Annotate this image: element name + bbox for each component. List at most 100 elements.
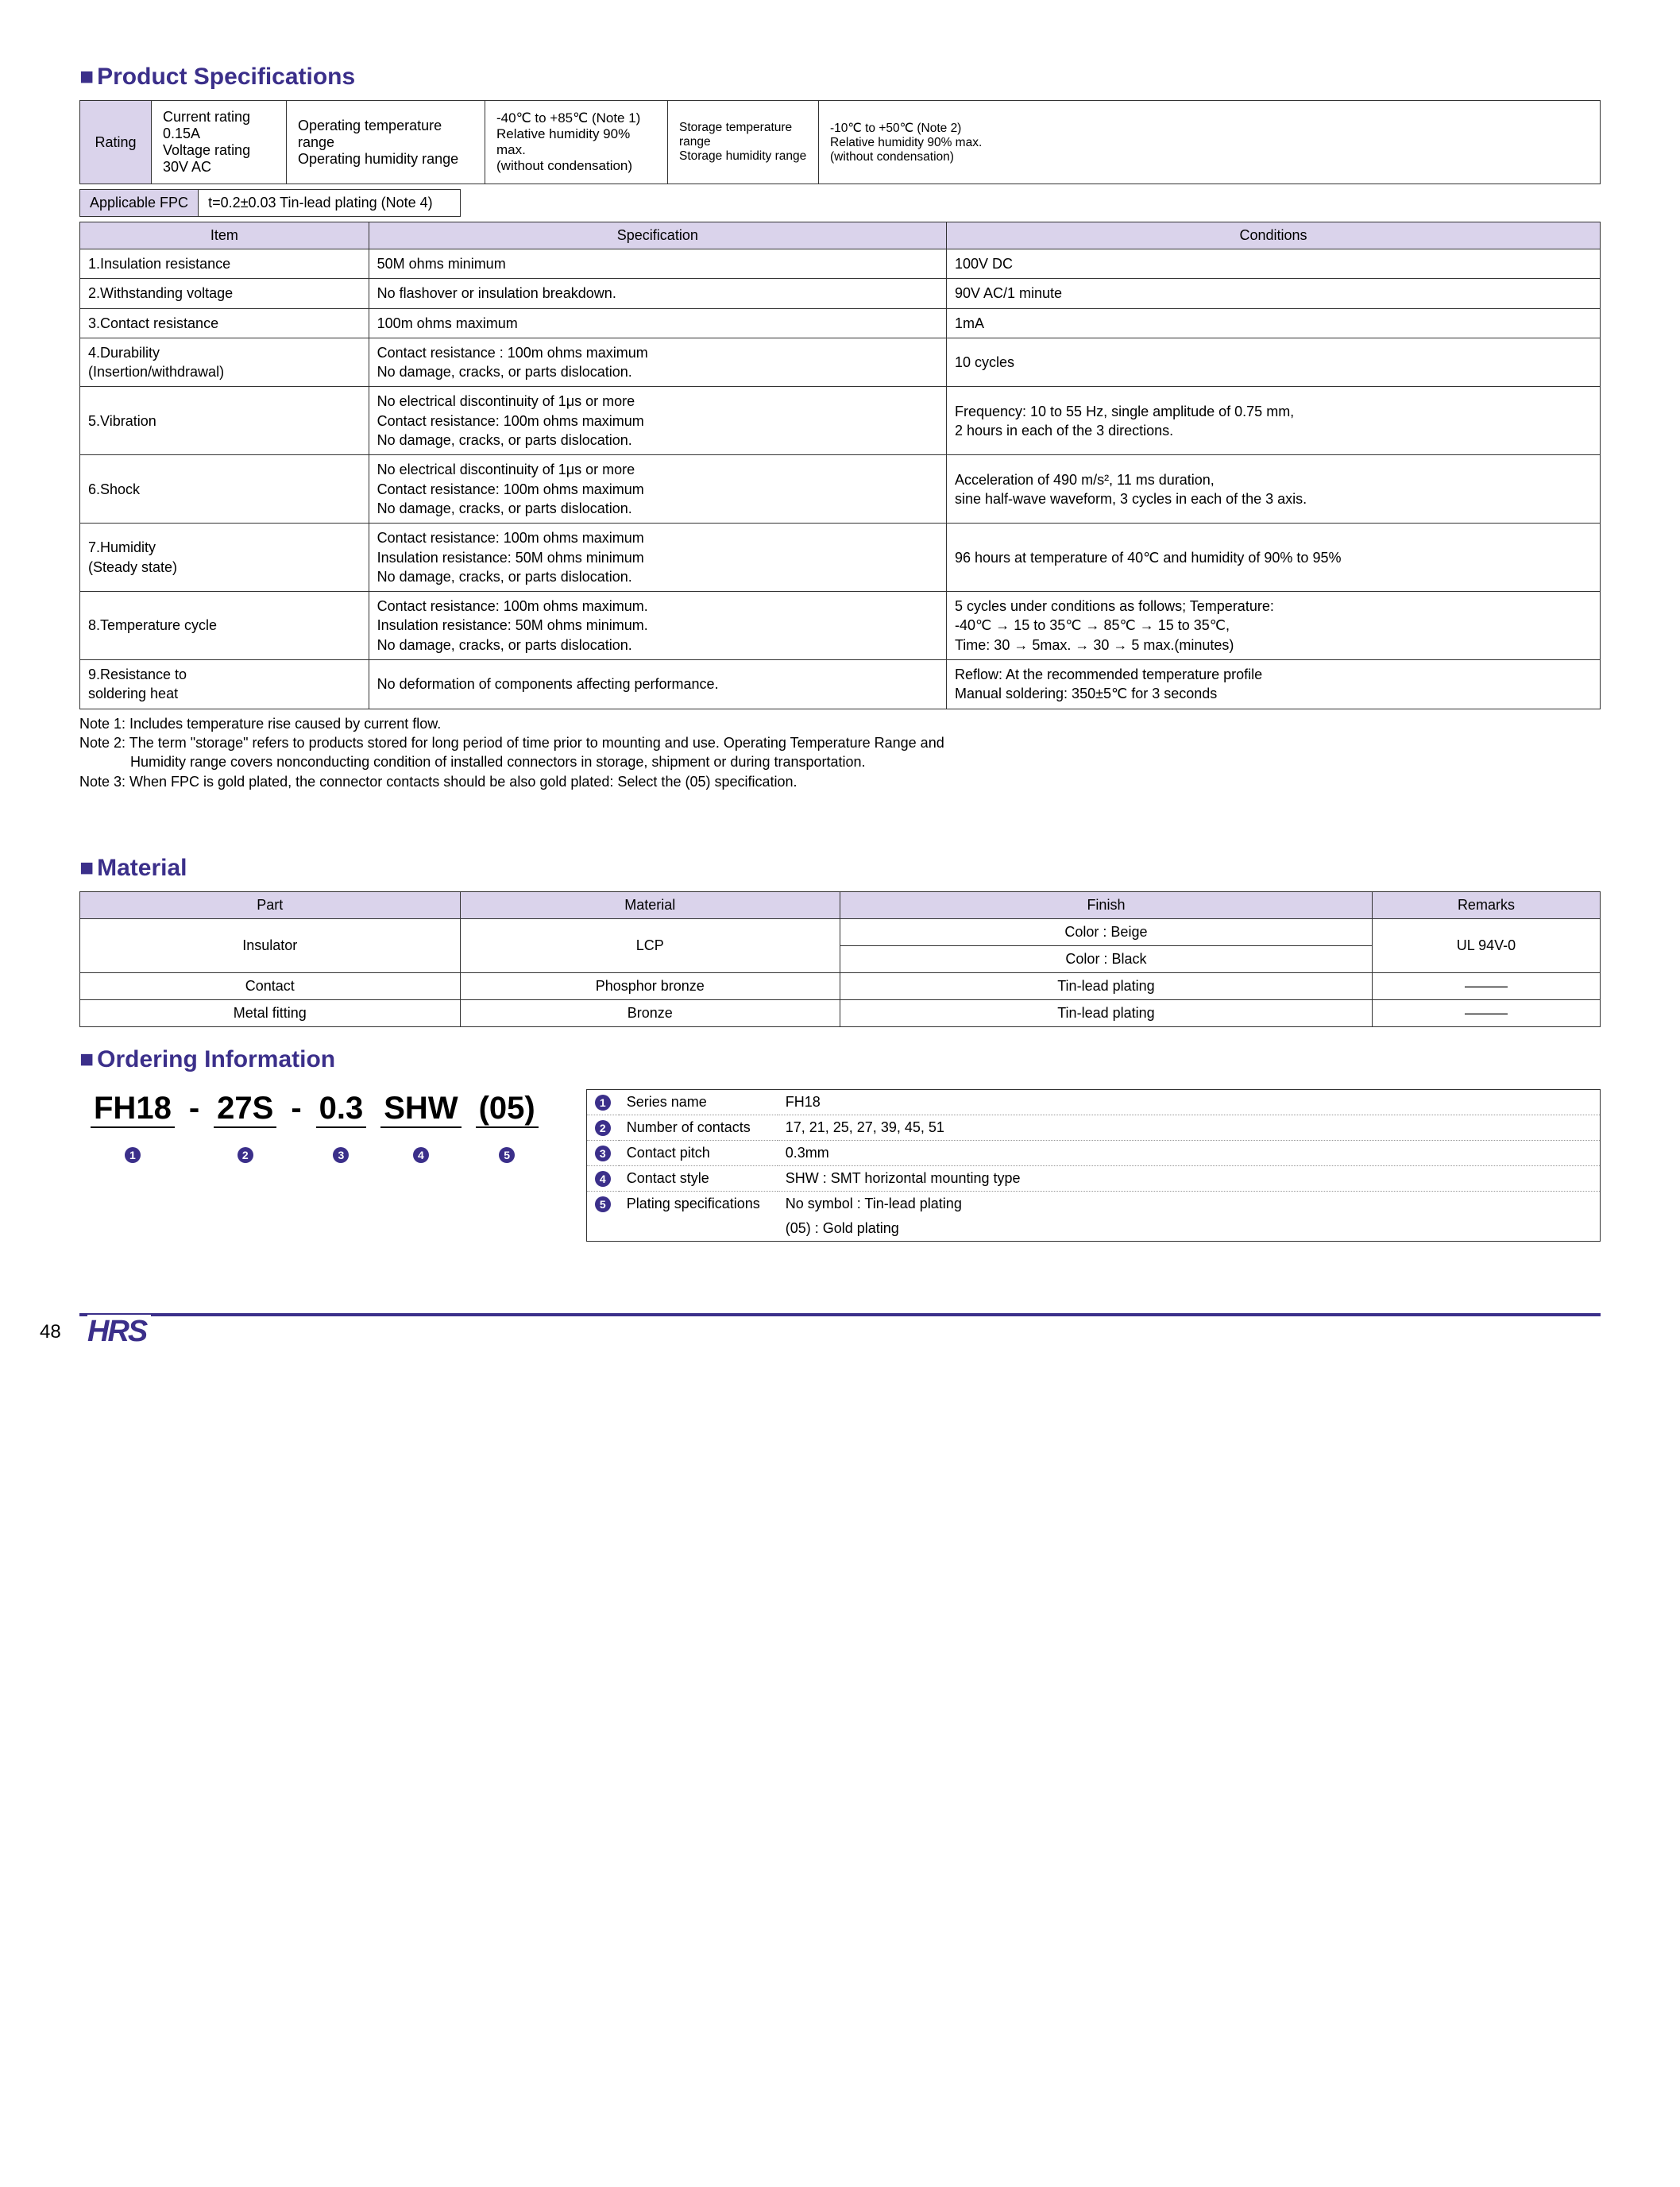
spec-spec: No electrical discontinuity of 1μs or mo…	[369, 455, 946, 524]
spec-cond: Acceleration of 490 m/s², 11 ms duration…	[946, 455, 1600, 524]
spec-cond: Frequency: 10 to 55 Hz, single amplitude…	[946, 387, 1600, 455]
spec-item: 4.Durability (Insertion/withdrawal)	[80, 338, 369, 387]
st-hum-val: Relative humidity 90% max. (without cond…	[830, 136, 1589, 164]
mat-th-part: Part	[80, 891, 461, 918]
pn-num-2: 2	[238, 1147, 253, 1163]
spec-cond: 5 cycles under conditions as follows; Te…	[946, 592, 1600, 660]
spec-spec: Contact resistance: 100m ohms maximum In…	[369, 524, 946, 592]
square-icon: ■	[79, 1046, 94, 1072]
spec-cond: 10 cycles	[946, 338, 1600, 387]
pn-num-3: 3	[333, 1147, 349, 1163]
mat-rem-0: UL 94V-0	[1372, 918, 1600, 972]
mat-mat-1: Phosphor bronze	[460, 972, 840, 999]
pn-p5: (05)	[476, 1089, 539, 1128]
circled-number-icon: 4	[595, 1171, 611, 1187]
spec-item: 9.Resistance to soldering heat	[80, 660, 369, 709]
rating-current: Current rating 0.15A	[163, 109, 275, 142]
spec-spec: No electrical discontinuity of 1μs or mo…	[369, 387, 946, 455]
notes-block: Note 1: Includes temperature rise caused…	[79, 714, 1601, 791]
legend-num: 3	[587, 1140, 619, 1165]
spec-item: 5.Vibration	[80, 387, 369, 455]
table-row: 4.Durability (Insertion/withdrawal)Conta…	[80, 338, 1601, 387]
legend-label: Contact pitch	[619, 1140, 778, 1165]
spec-spec: Contact resistance: 100m ohms maximum. I…	[369, 592, 946, 660]
legend-value: SHW : SMT horizontal mounting type	[778, 1165, 1600, 1191]
spec-item: 3.Contact resistance	[80, 308, 369, 338]
pn-seg-5: (05) 5	[476, 1089, 539, 1167]
st-temp-lbl: Storage temperature range	[679, 121, 807, 149]
spec-item: 1.Insulation resistance	[80, 249, 369, 279]
legend-row: 2Number of contacts17, 21, 25, 27, 39, 4…	[587, 1115, 1600, 1140]
table-row: Insulator LCP Color : Beige UL 94V-0	[80, 918, 1601, 945]
legend-label: Contact style	[619, 1165, 778, 1191]
page-number: 48	[40, 1321, 61, 1343]
rating-cv: Current rating 0.15A Voltage rating 30V …	[152, 101, 287, 184]
st-temp-val: -10℃ to +50℃ (Note 2)	[830, 121, 1589, 136]
table-row: Contact Phosphor bronze Tin-lead plating…	[80, 972, 1601, 999]
spec-cond: 96 hours at temperature of 40℃ and humid…	[946, 524, 1600, 592]
legend-num: 4	[587, 1165, 619, 1191]
table-row: 6.ShockNo electrical discontinuity of 1μ…	[80, 455, 1601, 524]
table-row: Metal fitting Bronze Tin-lead plating ——…	[80, 999, 1601, 1026]
pn-sep: -	[189, 1089, 199, 1126]
note1: Note 1: Includes temperature rise caused…	[79, 714, 1601, 733]
spec-item: 2.Withstanding voltage	[80, 279, 369, 308]
spec-cond: 1mA	[946, 308, 1600, 338]
mat-mat-0: LCP	[460, 918, 840, 972]
spec-table: Item Specification Conditions 1.Insulati…	[79, 222, 1601, 709]
section-title-spec: ■Product Specifications	[79, 64, 1601, 91]
legend-value: 17, 21, 25, 27, 39, 45, 51	[778, 1115, 1600, 1140]
ordering-row: FH18 1 - 27S 2 - 0.3 3 SHW 4 (05) 5 1Ser…	[79, 1089, 1601, 1242]
mat-th-material: Material	[460, 891, 840, 918]
pn-p1: FH18	[91, 1089, 175, 1128]
section-title-ordering: ■Ordering Information	[79, 1046, 1601, 1073]
logo: HRS	[87, 1315, 151, 1349]
table-row: 1.Insulation resistance50M ohms minimum1…	[80, 249, 1601, 279]
table-row: 7.Humidity (Steady state)Contact resista…	[80, 524, 1601, 592]
op-hum-val: Relative humidity 90% max. (without cond…	[496, 126, 656, 174]
mat-fin-0b: Color : Black	[840, 945, 1373, 972]
op-temp-lbl: Operating temperature range	[298, 118, 473, 151]
ordering-legend: 1Series nameFH182Number of contacts17, 2…	[586, 1089, 1601, 1242]
st-values: -10℃ to +50℃ (Note 2) Relative humidity …	[819, 101, 1601, 184]
st-hum-lbl: Storage humidity range	[679, 149, 807, 164]
mat-part-1: Contact	[80, 972, 461, 999]
legend-value: 0.3mm	[778, 1140, 1600, 1165]
fpc-table: Applicable FPC t=0.2±0.03 Tin-lead plati…	[79, 189, 461, 217]
spec-spec: 100m ohms maximum	[369, 308, 946, 338]
pn-p2: 27S	[214, 1089, 276, 1128]
op-hum-lbl: Operating humidity range	[298, 151, 473, 168]
logo-text: HRS	[87, 1315, 146, 1348]
st-labels: Storage temperature range Storage humidi…	[668, 101, 819, 184]
legend-row: 1Series nameFH18	[587, 1090, 1600, 1115]
legend-row: 4 Contact styleSHW : SMT horizontal mount…	[587, 1165, 1600, 1191]
material-title-text: Material	[97, 855, 187, 881]
pn-p3: 0.3	[316, 1089, 367, 1128]
fpc-value: t=0.2±0.03 Tin-lead plating (Note 4)	[199, 190, 461, 217]
circled-number-icon: 5	[595, 1196, 611, 1212]
note2b: Humidity range covers nonconducting cond…	[79, 752, 1601, 771]
legend-num: 1	[587, 1090, 619, 1115]
op-values: -40℃ to +85℃ (Note 1) Relative humidity …	[485, 101, 668, 184]
mat-fin-1: Tin-lead plating	[840, 972, 1373, 999]
pn-seg-1: FH18 1	[91, 1089, 175, 1167]
spec-spec: No deformation of components affecting p…	[369, 660, 946, 709]
pn-seg-2: 27S 2	[214, 1089, 276, 1167]
spec-item: 7.Humidity (Steady state)	[80, 524, 369, 592]
pn-num-5: 5	[499, 1147, 515, 1163]
th-spec: Specification	[369, 222, 946, 249]
pn-sep: -	[291, 1089, 301, 1126]
table-row: 3.Contact resistance100m ohms maximum1mA	[80, 308, 1601, 338]
square-icon: ■	[79, 64, 94, 90]
footer-line: 48 HRS	[79, 1313, 1601, 1316]
th-item: Item	[80, 222, 369, 249]
legend-row: 5Plating specificationsNo symbol : Tin-l…	[587, 1191, 1600, 1216]
legend-row: (05) : Gold plating	[587, 1216, 1600, 1241]
fpc-label: Applicable FPC	[80, 190, 199, 217]
section-title-material: ■Material	[79, 855, 1601, 882]
table-row: 8.Temperature cycleContact resistance: 1…	[80, 592, 1601, 660]
pn-num-1: 1	[125, 1147, 141, 1163]
table-row: 9.Resistance to soldering heatNo deforma…	[80, 660, 1601, 709]
mat-rem-2: ———	[1372, 999, 1600, 1026]
th-cond: Conditions	[946, 222, 1600, 249]
